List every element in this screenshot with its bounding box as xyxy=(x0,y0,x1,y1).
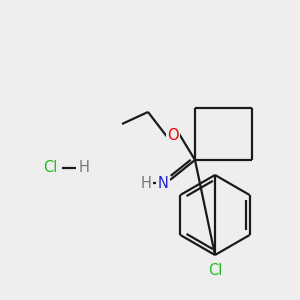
Text: H: H xyxy=(141,176,152,190)
Text: Cl: Cl xyxy=(43,160,57,175)
Text: H: H xyxy=(79,160,90,175)
Text: N: N xyxy=(158,176,168,190)
Text: O: O xyxy=(167,128,179,142)
Text: Cl: Cl xyxy=(208,263,222,278)
